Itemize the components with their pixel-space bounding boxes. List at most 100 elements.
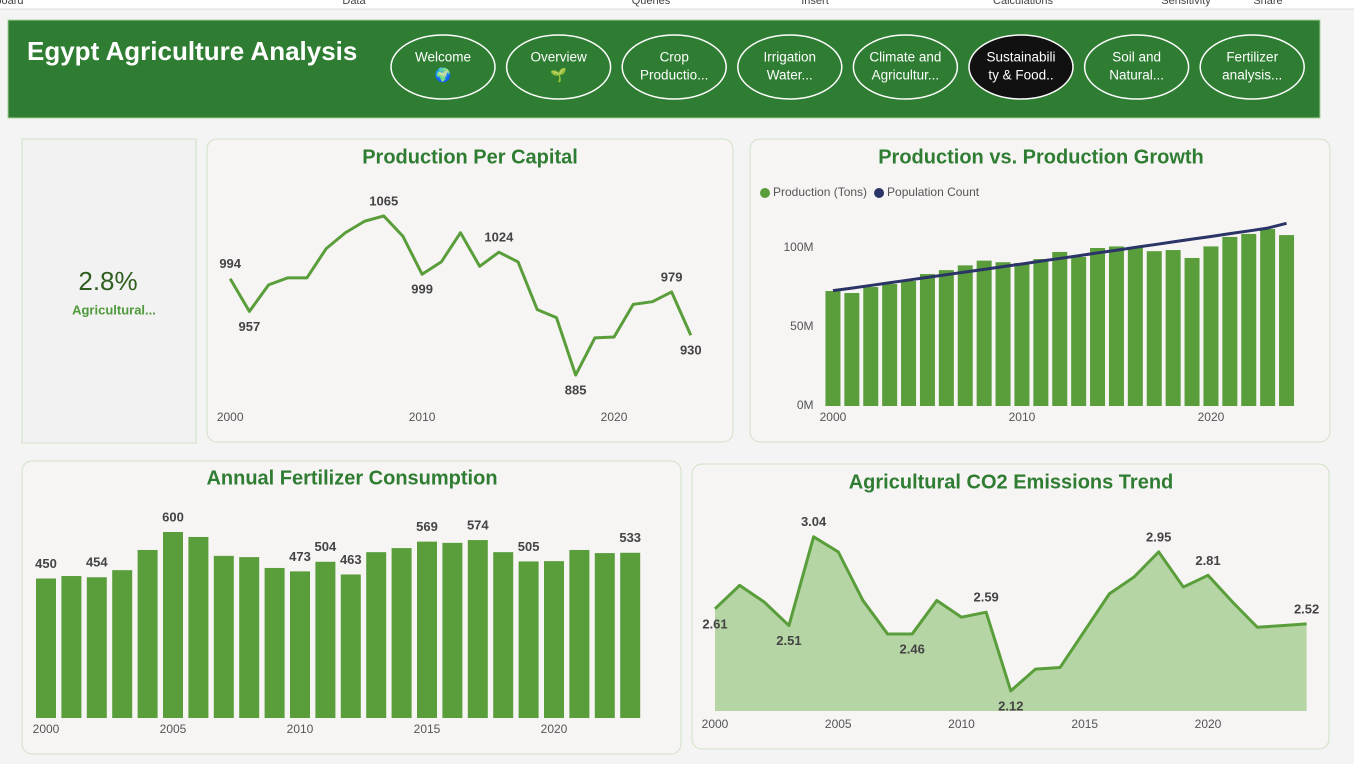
nav-label[interactable]: Crop: [660, 50, 689, 65]
x-tick-label: 2000: [702, 717, 729, 731]
line: [832, 221, 1287, 293]
data-label: 473: [289, 549, 311, 564]
x-tick-label: 2010: [948, 717, 975, 731]
bar: [957, 265, 973, 406]
legend-marker: [760, 188, 770, 198]
y-tick-label: 100M: [783, 240, 813, 254]
nav-button[interactable]: [852, 34, 959, 100]
bar: [1052, 251, 1068, 406]
nav-label[interactable]: Water...: [767, 68, 813, 83]
x-tick-label: 2015: [414, 722, 441, 736]
chart-card: [206, 138, 734, 443]
bar: [264, 567, 285, 718]
bar: [239, 557, 260, 718]
area: [715, 536, 1307, 711]
bar: [1241, 233, 1257, 406]
nav-label[interactable]: 🌱: [550, 68, 567, 83]
kpi-label: Agricultural...: [72, 302, 156, 317]
bar: [1203, 246, 1219, 406]
bar: [825, 290, 841, 406]
bar: [1071, 257, 1087, 406]
nav-button[interactable]: [1083, 34, 1190, 100]
nav-label[interactable]: ty & Food..: [988, 68, 1053, 83]
chart-title: Agricultural CO2 Emissions Trend: [849, 471, 1174, 493]
bar: [1260, 229, 1276, 406]
bar: [1222, 236, 1238, 406]
nav-label[interactable]: Fertilizer: [1226, 50, 1278, 65]
nav-label[interactable]: analysis...: [1222, 68, 1282, 83]
bar: [938, 270, 954, 406]
ribbon-label: Calculations: [993, 0, 1053, 7]
nav-button[interactable]: [505, 34, 612, 100]
data-label: 2.52: [1294, 601, 1319, 616]
bar: [1146, 251, 1162, 406]
bar: [995, 262, 1011, 406]
x-tick-label: 2005: [825, 717, 852, 731]
chart-title: Production vs. Production Growth: [878, 146, 1204, 168]
ribbon-label: Share: [1253, 0, 1282, 7]
bar: [467, 540, 488, 718]
x-tick-label: 2010: [1009, 410, 1036, 424]
data-label: 2.61: [702, 616, 727, 631]
data-label: 2.46: [900, 641, 925, 656]
ribbon-label: Sensitivity: [1161, 0, 1211, 7]
data-label: 533: [619, 530, 641, 545]
nav-button[interactable]: [390, 34, 496, 100]
data-label: 957: [239, 319, 261, 334]
ribbon-label: Clipboard: [0, 0, 24, 7]
bar: [882, 284, 898, 406]
data-label: 2.12: [998, 698, 1023, 713]
line: [713, 535, 1307, 693]
x-tick-label: 2020: [1198, 410, 1225, 424]
nav-button[interactable]: [1199, 34, 1305, 100]
kpi-card: [21, 138, 197, 444]
nav-label[interactable]: Agricultur...: [872, 68, 940, 83]
bar: [1165, 250, 1181, 406]
bar: [86, 577, 107, 718]
x-tick-label: 2000: [33, 722, 60, 736]
nav-button[interactable]: [968, 34, 1074, 100]
bar: [976, 260, 992, 406]
nav-label[interactable]: Natural...: [1109, 68, 1164, 83]
data-label: 979: [661, 269, 683, 284]
bar: [391, 548, 412, 718]
nav-label[interactable]: Overview: [530, 50, 587, 65]
data-label: 454: [86, 555, 108, 570]
data-label: 2.59: [973, 590, 998, 605]
bar: [1127, 247, 1143, 406]
data-label: 574: [467, 517, 489, 532]
bar: [340, 574, 361, 718]
nav-label[interactable]: Irrigation: [764, 50, 817, 65]
bar: [863, 287, 879, 406]
bar: [1108, 246, 1124, 406]
data-label: 504: [315, 539, 337, 554]
nav-label[interactable]: Soil and: [1112, 50, 1161, 65]
nav-label[interactable]: Sustainabili: [986, 50, 1055, 65]
legend-marker: [874, 188, 885, 198]
nav-button[interactable]: [737, 34, 843, 100]
bar: [36, 578, 56, 718]
bar: [163, 532, 183, 718]
nav-label[interactable]: Productio...: [640, 68, 708, 83]
bar: [1033, 259, 1049, 406]
kpi-value: 2.8%: [78, 266, 137, 296]
bar: [188, 536, 209, 718]
x-tick-label: 2010: [287, 722, 314, 736]
data-label: 1024: [484, 230, 514, 245]
x-tick-label: 2010: [409, 410, 436, 424]
nav-button[interactable]: [621, 34, 727, 100]
bar: [61, 576, 82, 718]
data-label: 885: [565, 382, 587, 397]
ribbon-label: Insert: [801, 0, 829, 7]
x-tick-label: 2020: [601, 410, 628, 424]
bar: [137, 549, 158, 718]
data-label: 463: [340, 552, 362, 567]
data-label: 450: [35, 556, 57, 571]
nav-label[interactable]: Welcome: [415, 50, 471, 65]
data-label: 994: [219, 256, 241, 271]
nav-label[interactable]: Climate and: [869, 50, 941, 65]
nav-label[interactable]: 🌍: [435, 67, 452, 83]
y-tick-label: 0M: [797, 398, 814, 412]
legend-label: Population Count: [887, 185, 980, 199]
